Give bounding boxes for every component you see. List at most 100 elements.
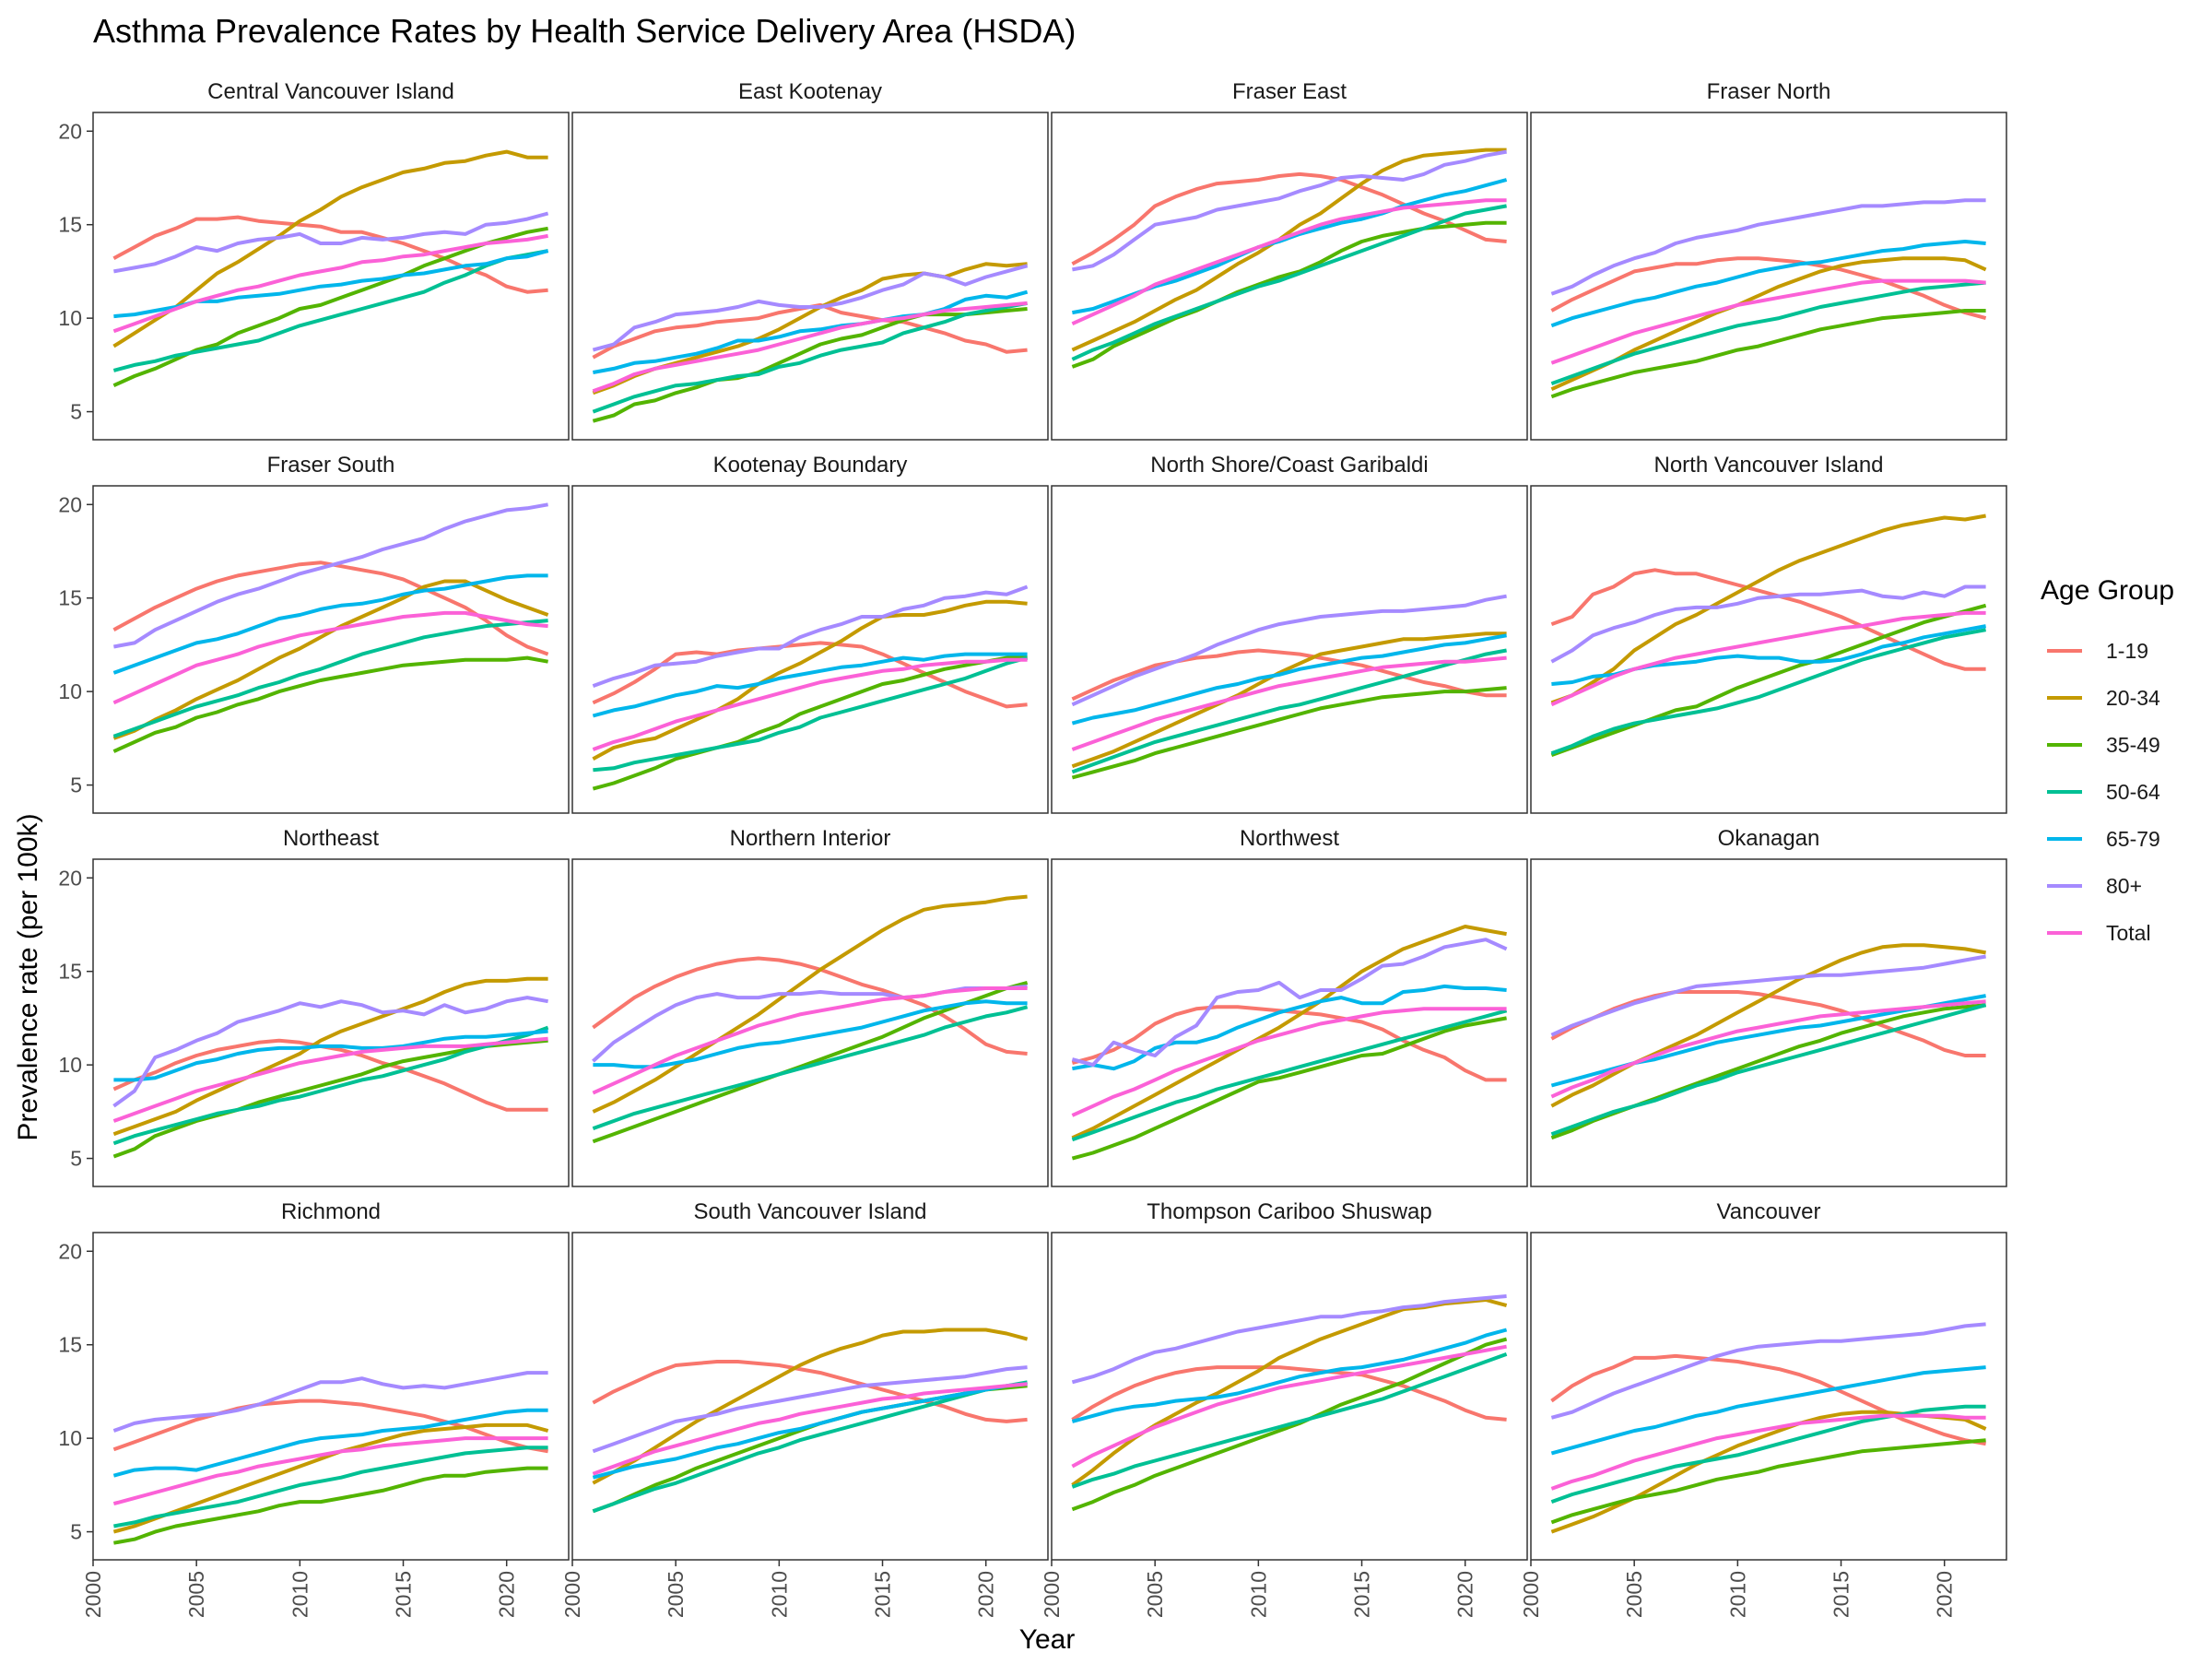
- series-line: [592, 307, 1028, 423]
- series-line: [1550, 999, 1986, 1099]
- y-tick-label: 20: [58, 866, 82, 890]
- x-tick-label: 2010: [1725, 1571, 1749, 1618]
- series-line: [1071, 633, 1507, 726]
- series-line: [592, 894, 1028, 1114]
- panel-border: [1530, 1232, 2007, 1561]
- series-line: [1071, 648, 1507, 774]
- panel-strip-label: Thompson Cariboo Shuswap: [1147, 1199, 1432, 1224]
- facet-panel: North Vancouver Island: [1530, 453, 2007, 814]
- panel-border: [92, 485, 570, 814]
- facet-panel: Thompson Cariboo Shuswap 2000 2005 2010 2015…: [1040, 1199, 1528, 1618]
- series-line: [1071, 1328, 1508, 1423]
- series-line: [1072, 149, 1507, 272]
- panel-strip-label: Fraser East: [1232, 79, 1347, 104]
- facet-panel: Fraser North: [1530, 79, 2007, 441]
- y-tick-label: 10: [58, 1053, 82, 1077]
- series-line: [1071, 655, 1507, 751]
- x-tick-label: 2010: [767, 1571, 791, 1618]
- series-line: [112, 1025, 549, 1146]
- series-line: [1071, 686, 1507, 780]
- series-line: [112, 996, 548, 1108]
- panel-border: [1530, 112, 2007, 441]
- series-line: [1550, 309, 1986, 399]
- series-line: [592, 1380, 1028, 1514]
- series-line: [112, 1436, 548, 1506]
- x-tick-label: 2020: [1933, 1571, 1957, 1618]
- series-line: [1550, 256, 1987, 321]
- series-line: [592, 1360, 1028, 1423]
- series-line: [592, 584, 1029, 688]
- panel-strip-label: Richmond: [281, 1199, 381, 1224]
- panel-border: [1051, 1232, 1528, 1561]
- series-line: [592, 652, 1028, 718]
- legend-label: 20-34: [2106, 686, 2160, 710]
- y-tick-label: 10: [58, 306, 82, 330]
- legend-item: Total: [2047, 921, 2151, 945]
- y-axis-title: Prevalence rate (per 100k): [13, 813, 43, 1140]
- panel-strip-label: Northeast: [283, 826, 379, 851]
- panel-border: [571, 112, 1049, 441]
- legend-label: 50-64: [2106, 780, 2160, 804]
- panel-border: [92, 1232, 570, 1561]
- series-line: [593, 289, 1029, 374]
- y-tick-label: 5: [70, 400, 82, 424]
- facet-panel: Vancouver 2000 2005 2010 2015 2020: [1519, 1199, 2007, 1618]
- series-line: [112, 1408, 548, 1478]
- series-line: [112, 1371, 548, 1433]
- series-line: [1071, 1337, 1508, 1512]
- facet-panel: Fraser South 5 10 15 20: [58, 453, 570, 814]
- series-line: [112, 249, 548, 372]
- x-tick-label: 2005: [1143, 1571, 1167, 1618]
- series-line: [113, 502, 548, 649]
- series-line: [1071, 1007, 1507, 1117]
- y-tick-label: 15: [58, 960, 82, 984]
- series-line: [1550, 278, 1986, 365]
- series-line: [1550, 1365, 1986, 1456]
- series-line: [1071, 648, 1507, 702]
- panel-border: [1051, 858, 1528, 1187]
- series-line: [1071, 1294, 1507, 1385]
- legend-label: 80+: [2106, 874, 2142, 898]
- panel-strip-label: Northwest: [1240, 826, 1339, 851]
- series-line: [1550, 954, 1986, 1037]
- series-line: [112, 233, 548, 334]
- x-tick-label: 2020: [495, 1571, 519, 1618]
- legend-item: 20-34: [2047, 686, 2160, 710]
- series-line: [592, 657, 1028, 751]
- series-line: [1071, 594, 1507, 707]
- panel-border: [571, 858, 1049, 1187]
- series-line: [592, 301, 1028, 414]
- series-line: [592, 301, 1028, 394]
- y-tick-label: 10: [58, 679, 82, 703]
- series-line: [592, 1365, 1028, 1454]
- x-tick-label: 2015: [871, 1571, 895, 1618]
- x-tick-label: 2020: [1453, 1571, 1477, 1618]
- legend-label: 65-79: [2106, 827, 2160, 851]
- panel-border: [1530, 485, 2007, 814]
- legend-item: 50-64: [2047, 780, 2160, 804]
- legend-label: Total: [2106, 921, 2151, 945]
- x-tick-label: 2005: [664, 1571, 688, 1618]
- series-line: [1071, 1352, 1508, 1489]
- series-line: [1550, 513, 1986, 705]
- series-line: [1550, 1438, 1986, 1525]
- series-line: [112, 149, 548, 348]
- series-line: [1550, 603, 1987, 757]
- series-line: [112, 610, 548, 705]
- y-tick-label: 20: [58, 119, 82, 143]
- series-line: [1071, 1016, 1507, 1161]
- panel-border: [1051, 112, 1528, 441]
- legend-item: 80+: [2047, 874, 2142, 898]
- series-line: [112, 1398, 548, 1454]
- series-line: [1550, 628, 1986, 755]
- series-line: [1550, 1322, 1986, 1420]
- facet-panel: Kootenay Boundary: [571, 453, 1049, 814]
- series-line: [1071, 204, 1507, 361]
- facet-panel: Okanagan: [1530, 826, 2007, 1187]
- x-tick-label: 2000: [81, 1571, 105, 1618]
- y-tick-label: 10: [58, 1426, 82, 1450]
- facet-panel: Northern Interior: [571, 826, 1049, 1187]
- panel-strip-label: Central Vancouver Island: [207, 79, 454, 104]
- series-line: [1071, 198, 1507, 326]
- facet-panel: Northwest: [1051, 826, 1528, 1187]
